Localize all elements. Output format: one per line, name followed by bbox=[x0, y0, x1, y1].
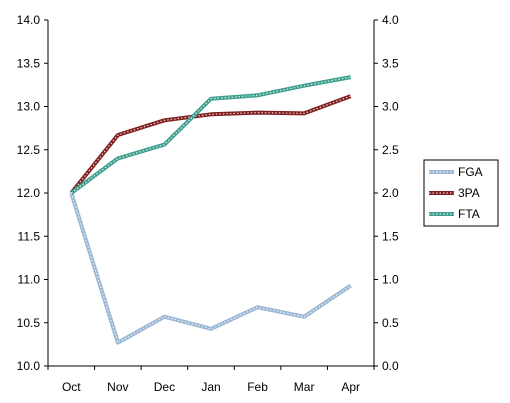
series-layer bbox=[69, 75, 352, 345]
x-axis-tick-label: Feb bbox=[247, 380, 268, 394]
legend-label-fta: FTA bbox=[458, 207, 480, 221]
left-axis-tick-label: 14.0 bbox=[17, 13, 41, 27]
x-axis-tick-label: Nov bbox=[107, 380, 128, 394]
right-axis-tick-label: 1.0 bbox=[382, 273, 399, 287]
x-axis-tick-label: Jan bbox=[201, 380, 220, 394]
left-y-axis: 10.0 10.5 11.0 11.5 12.0 12.5 13.0 13.5 14.0 bbox=[17, 13, 49, 373]
series-line-texture-fga bbox=[70, 192, 352, 344]
series-line-fta bbox=[70, 75, 352, 195]
legend-label-3pa: 3PA bbox=[458, 186, 480, 200]
x-axis: Oct Nov Dec Jan Feb Mar Apr bbox=[47, 365, 375, 394]
legend: FGA 3PA FTA bbox=[423, 159, 499, 227]
right-axis-tick-label: 1.5 bbox=[382, 229, 399, 243]
left-axis-tick-label: 10.0 bbox=[17, 359, 41, 373]
x-axis-tick-label: Apr bbox=[341, 380, 360, 394]
x-axis-tick-label: Mar bbox=[294, 380, 315, 394]
series-line-texture-fta bbox=[70, 76, 351, 194]
left-axis-tick-label: 13.0 bbox=[17, 100, 41, 114]
right-axis-tick-label: 2.5 bbox=[382, 143, 399, 157]
right-axis-tick-label: 4.0 bbox=[382, 13, 399, 27]
right-axis-tick-label: 0.5 bbox=[382, 316, 399, 330]
x-axis-tick-label: Oct bbox=[62, 380, 81, 394]
right-y-axis: 0.0 0.5 1.0 1.5 2.0 2.5 3.0 3.5 4.0 bbox=[373, 13, 399, 373]
left-axis-tick-label: 12.0 bbox=[17, 186, 41, 200]
right-axis-tick-label: 0.0 bbox=[382, 359, 399, 373]
left-axis-tick-label: 12.5 bbox=[17, 143, 41, 157]
right-axis-tick-label: 3.0 bbox=[382, 100, 399, 114]
right-axis-tick-label: 2.0 bbox=[382, 186, 399, 200]
left-axis-tick-label: 13.5 bbox=[17, 56, 41, 70]
left-axis-tick-label: 10.5 bbox=[17, 316, 41, 330]
series-line-fga bbox=[69, 192, 352, 345]
left-axis-tick-label: 11.0 bbox=[18, 273, 41, 287]
right-axis-tick-label: 3.5 bbox=[382, 56, 399, 70]
series-line-3pa bbox=[69, 94, 352, 195]
left-axis-tick-label: 11.5 bbox=[18, 229, 41, 243]
x-axis-tick-label: Dec bbox=[154, 380, 175, 394]
legend-label-fga: FGA bbox=[458, 165, 483, 179]
